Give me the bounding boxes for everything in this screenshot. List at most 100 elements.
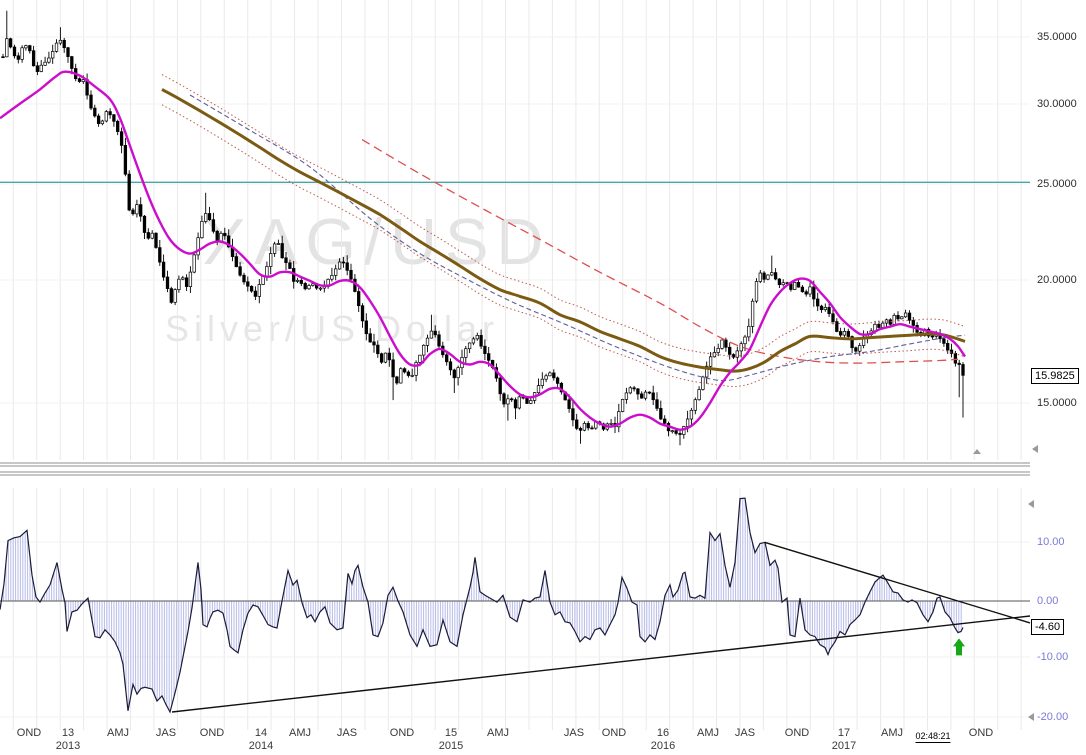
candle-body bbox=[311, 283, 315, 286]
trendline-rising[interactable] bbox=[171, 615, 1031, 713]
candle-body bbox=[93, 107, 97, 117]
current-price-badge: 15.9825 bbox=[1031, 368, 1079, 384]
candle-body bbox=[766, 274, 770, 280]
scale-marker-icon[interactable] bbox=[1028, 500, 1034, 508]
candle-body bbox=[227, 235, 231, 248]
candle-body bbox=[961, 364, 965, 376]
candle-body bbox=[177, 278, 181, 290]
candle-body bbox=[747, 325, 751, 338]
candle-body bbox=[693, 399, 697, 411]
candle-body bbox=[414, 362, 418, 376]
candle-body bbox=[750, 300, 755, 327]
candle-body bbox=[846, 331, 850, 337]
candle-body bbox=[812, 286, 816, 300]
candle-body bbox=[299, 279, 303, 284]
candle-body bbox=[770, 272, 774, 276]
candle-body bbox=[953, 353, 958, 364]
candle-body bbox=[123, 145, 128, 175]
price-tick-label: 15.0000 bbox=[1037, 397, 1077, 409]
candle-body bbox=[116, 120, 120, 132]
candle-body bbox=[475, 335, 479, 340]
candle-body bbox=[58, 39, 63, 44]
time-axis-label: JAS bbox=[336, 727, 358, 739]
candle-body bbox=[689, 409, 694, 420]
candle-body bbox=[896, 315, 900, 320]
candle-body bbox=[28, 45, 32, 52]
time-axis-label: 13 bbox=[61, 727, 75, 739]
ma-slow-brown-line bbox=[161, 88, 966, 373]
candle-body bbox=[12, 46, 17, 57]
candle-body bbox=[142, 215, 147, 233]
candle-body bbox=[827, 307, 831, 315]
candle-body bbox=[295, 279, 300, 282]
candle-body bbox=[655, 399, 659, 409]
time-axis-label: AMJ bbox=[289, 727, 311, 739]
time-axis-label: OND bbox=[199, 727, 225, 739]
candle-body bbox=[337, 261, 342, 270]
candle-body bbox=[234, 256, 238, 268]
indicator-tick-label: 10.00 bbox=[1037, 536, 1065, 548]
candle-body bbox=[376, 344, 380, 355]
candle-body bbox=[624, 392, 629, 400]
candle-wicks bbox=[2, 10, 964, 446]
candle-body bbox=[1, 56, 5, 59]
scale-marker-icon[interactable] bbox=[1032, 445, 1038, 453]
candle-body bbox=[452, 369, 456, 379]
candle-body bbox=[804, 291, 808, 295]
candle-body bbox=[207, 213, 212, 221]
candle-body bbox=[261, 276, 265, 285]
envelope-upper-dotted-line bbox=[161, 74, 966, 357]
current-bar-time-label: 02:48:21 bbox=[915, 731, 951, 743]
candle-body bbox=[215, 230, 219, 242]
candle-body bbox=[586, 423, 590, 429]
scale-marker-icon[interactable] bbox=[1028, 713, 1034, 721]
indicator-tick-label: -20.00 bbox=[1037, 711, 1069, 723]
candle-body bbox=[911, 319, 915, 326]
candle-body bbox=[387, 352, 391, 361]
time-axis-label: AMJ bbox=[697, 727, 719, 739]
candle-body bbox=[445, 354, 449, 363]
candle-body bbox=[838, 331, 843, 336]
candle-body bbox=[265, 266, 269, 277]
candle-body bbox=[246, 281, 250, 287]
candle-body bbox=[678, 433, 682, 435]
time-axis-label: 17 bbox=[837, 727, 851, 739]
time-axis-year-label: 2013 bbox=[55, 740, 81, 752]
candle-body bbox=[578, 428, 583, 431]
candle-body bbox=[47, 57, 51, 63]
candle-body bbox=[8, 38, 13, 48]
candle-body bbox=[575, 419, 579, 429]
scroll-up-marker-icon[interactable] bbox=[973, 449, 981, 454]
candle-body bbox=[223, 232, 227, 237]
candle-body bbox=[196, 237, 200, 256]
time-axis-label: AMJ bbox=[107, 727, 129, 739]
buy-signal-arrow-icon[interactable] bbox=[953, 638, 965, 656]
time-axis-label: JAS bbox=[155, 727, 177, 739]
price-tick-label: 25.0000 bbox=[1037, 178, 1077, 190]
candle-body bbox=[379, 353, 384, 363]
candle-body bbox=[529, 400, 533, 404]
candle-body bbox=[942, 338, 946, 344]
candle-body bbox=[502, 393, 506, 405]
candle-body bbox=[181, 277, 185, 280]
candle-body bbox=[483, 345, 487, 354]
candle-body bbox=[24, 45, 28, 49]
candle-body bbox=[728, 346, 732, 355]
candle-body bbox=[249, 285, 254, 292]
candle-body bbox=[949, 349, 954, 354]
time-axis-label: 14 bbox=[254, 727, 268, 739]
candle-body bbox=[907, 312, 912, 321]
candle-body bbox=[685, 418, 690, 427]
candle-body bbox=[609, 423, 613, 425]
candle-body bbox=[831, 313, 835, 322]
candle-body bbox=[957, 362, 961, 365]
candle-body bbox=[402, 368, 407, 373]
candle-body bbox=[391, 359, 395, 378]
candle-body bbox=[364, 320, 368, 335]
candle-body bbox=[708, 356, 713, 367]
trendline-descending[interactable] bbox=[764, 541, 1031, 624]
oscillator-line bbox=[0, 497, 964, 714]
candle-body bbox=[758, 272, 762, 282]
candle-body bbox=[242, 274, 246, 283]
